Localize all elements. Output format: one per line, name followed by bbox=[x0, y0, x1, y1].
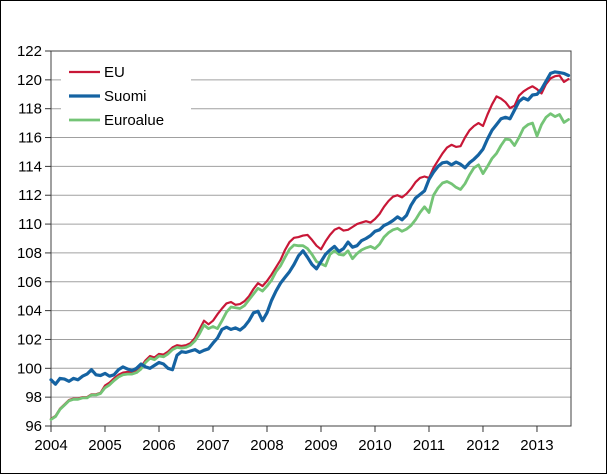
x-tick-label: 2006 bbox=[142, 437, 175, 454]
y-tick-label: 96 bbox=[25, 418, 42, 435]
y-axis: 96 98 100 102 104 106 108 110 112 114 116 118 120 122 bbox=[17, 43, 51, 435]
x-tick-label: 2008 bbox=[250, 437, 283, 454]
x-tick-label: 2012 bbox=[466, 437, 499, 454]
legend-label-suomi: Suomi bbox=[104, 88, 147, 105]
y-tick-label: 120 bbox=[17, 72, 42, 89]
x-tick-label: 2005 bbox=[88, 437, 121, 454]
y-tick-label: 118 bbox=[18, 101, 42, 118]
x-tick-label: 2013 bbox=[520, 437, 553, 454]
y-tick-label: 112 bbox=[18, 187, 42, 204]
plot-frame bbox=[50, 50, 572, 427]
y-tick-label: 122 bbox=[17, 43, 42, 60]
x-tick-label: 2009 bbox=[304, 437, 337, 454]
y-tick-label: 116 bbox=[18, 130, 42, 147]
y-tick-label: 100 bbox=[17, 360, 42, 377]
series-line-euroalue bbox=[49, 112, 570, 421]
x-tick-label: 2011 bbox=[413, 437, 445, 454]
legend-label-euroalue: Euroalue bbox=[104, 112, 164, 129]
series-line-suomi bbox=[49, 70, 571, 386]
y-tick-label: 106 bbox=[17, 274, 42, 291]
x-tick-label: 2007 bbox=[196, 437, 229, 454]
legend: EU Suomi Euroalue bbox=[61, 58, 191, 134]
x-tick-label: 2004 bbox=[34, 437, 67, 454]
y-tick-label: 104 bbox=[17, 303, 42, 320]
y-tick-label: 108 bbox=[17, 245, 42, 262]
series-line-eu bbox=[49, 74, 570, 420]
x-axis: 2004 2005 2006 2007 2008 2009 2010 2011 2012 2013 bbox=[34, 426, 554, 454]
x-tick-label: 2010 bbox=[358, 437, 391, 454]
legend-label-eu: EU bbox=[104, 64, 125, 81]
y-tick-label: 98 bbox=[25, 389, 42, 406]
y-tick-label: 114 bbox=[18, 158, 42, 175]
y-tick-label: 102 bbox=[17, 331, 42, 348]
y-tick-label: 110 bbox=[18, 216, 42, 233]
